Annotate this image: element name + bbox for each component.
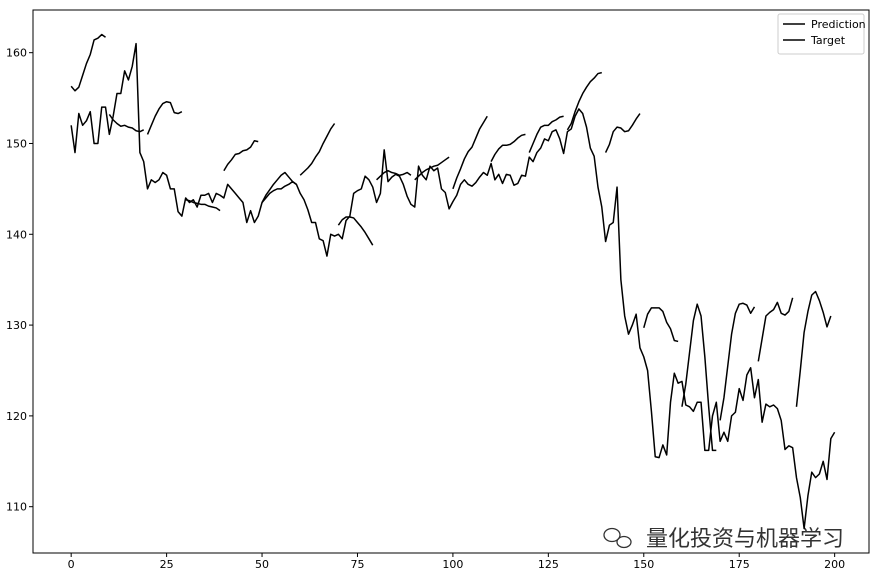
y-tick-label: 140 [6,228,27,241]
x-tick-label: 25 [160,558,174,571]
series-line [70,42,836,530]
legend-label: Prediction [811,18,866,31]
watermark-icon [603,527,632,549]
y-tick-label: 160 [6,47,27,60]
y-tick-label: 120 [6,410,27,423]
x-tick-label: 50 [255,558,269,571]
legend: Prediction Target [777,13,866,55]
x-tick-label: 200 [824,558,845,571]
legend-label: Target [810,34,846,47]
y-tick-label: 130 [6,319,27,332]
x-tick-label: 125 [538,558,559,571]
series-line [70,33,832,452]
watermark: 量化投资与机器学习 [646,527,844,552]
x-tick-label: 0 [68,558,75,571]
y-tick-label: 150 [6,137,27,150]
y-tick-label: 110 [6,501,27,514]
x-tick-label: 75 [350,558,364,571]
plot-frame [32,9,870,554]
x-tick-label: 100 [442,558,463,571]
x-tick-label: 175 [729,558,750,571]
x-tick-label: 150 [633,558,654,571]
